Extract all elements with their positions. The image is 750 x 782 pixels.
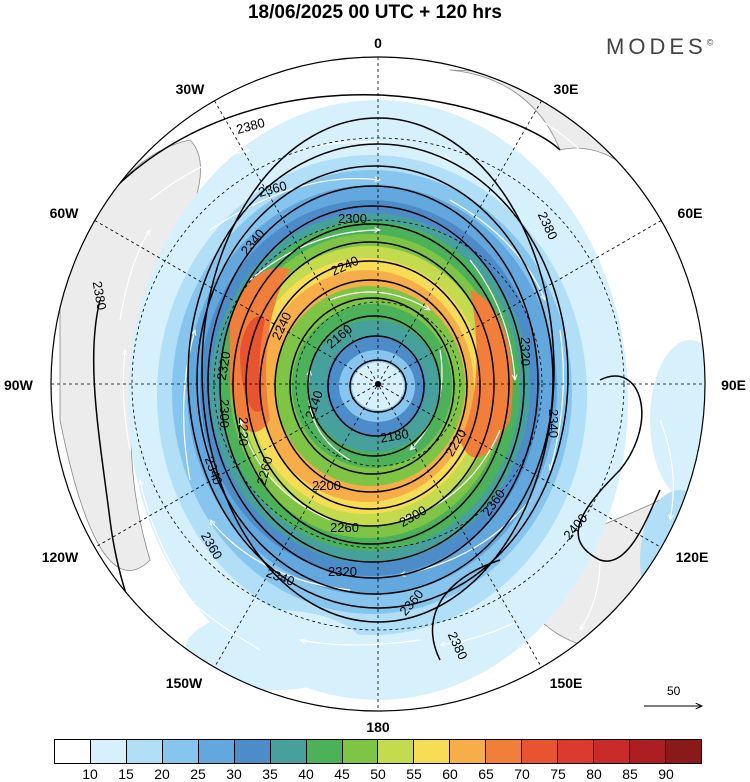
colorbar-label: 85 <box>622 766 638 782</box>
lon-label-30w: 30W <box>176 81 206 97</box>
colorbar-label: 10 <box>82 766 98 782</box>
reference-vector: 50 <box>640 684 710 714</box>
colorbar-label: 40 <box>298 766 314 782</box>
contour-label: 2380 <box>90 280 110 311</box>
colorbar-box <box>630 740 666 763</box>
colorbar-box <box>126 740 163 763</box>
colorbar-labels: 10 15 20 25 30 35 40 45 50 55 60 65 70 75 80 85 90 <box>54 766 702 782</box>
colorbar-label: 15 <box>118 766 134 782</box>
colorbar-label: 50 <box>370 766 386 782</box>
lon-label-90w: 90W <box>4 377 34 393</box>
colorbar-box <box>90 740 127 763</box>
reference-vector-label: 50 <box>667 684 681 698</box>
colorbar-box <box>342 740 379 763</box>
longitude-labels: 0 180 90W 90E 30W 30E 60W 60E 120W 120E … <box>4 35 746 735</box>
lon-label-0: 0 <box>374 35 382 51</box>
lon-label-60w: 60W <box>50 205 80 221</box>
contour-label: 2380 <box>235 115 267 137</box>
colorbar-label: 90 <box>658 766 674 782</box>
lon-label-120e: 120E <box>676 549 709 565</box>
contour-label: 2340 <box>546 409 561 438</box>
colorbar-label: 55 <box>406 766 422 782</box>
colorbar-label: 70 <box>514 766 530 782</box>
colorbar-label: 80 <box>586 766 602 782</box>
colorbar-label: 65 <box>478 766 494 782</box>
lon-label-60e: 60E <box>678 205 703 221</box>
colorbar-label: 25 <box>190 766 206 782</box>
colorbar <box>54 739 702 764</box>
colorbar-label: 75 <box>550 766 566 782</box>
map-disk <box>51 57 705 711</box>
contour-label: 2320 <box>518 337 533 366</box>
colorbar-box <box>378 740 415 763</box>
colorbar-label: 35 <box>262 766 278 782</box>
contour-label: 2320 <box>328 564 357 579</box>
lon-label-150w: 150W <box>166 675 203 691</box>
contour-label: 2200 <box>312 478 341 493</box>
colorbar-label: 45 <box>334 766 350 782</box>
colorbar-box <box>234 740 271 763</box>
brand-name: MODES <box>606 34 707 59</box>
lon-label-30e: 30E <box>554 81 579 97</box>
contour-label: 2260 <box>330 520 359 535</box>
pole-marker <box>375 381 381 387</box>
colorbar-box <box>55 740 91 763</box>
colorbar-box <box>558 740 595 763</box>
colorbar-label: 60 <box>442 766 458 782</box>
brand-logo: MODES© <box>606 34 713 60</box>
colorbar-box <box>522 740 559 763</box>
contour-label: 2260 <box>254 455 276 487</box>
colorbar-box <box>306 740 343 763</box>
lon-label-180: 180 <box>366 719 390 735</box>
colorbar-label: 30 <box>226 766 242 782</box>
contour-label: 2300 <box>217 399 232 428</box>
colorbar-box <box>486 740 523 763</box>
contour-label: 2320 <box>214 350 234 381</box>
copyright-mark: © <box>706 37 714 48</box>
lon-label-90e: 90E <box>721 377 746 393</box>
lon-label-120w: 120W <box>42 549 79 565</box>
colorbar-label: 20 <box>154 766 170 782</box>
colorbar-box <box>162 740 199 763</box>
contour-label: 2360 <box>257 178 289 200</box>
colorbar-box <box>665 740 701 763</box>
map-boundary <box>50 56 706 712</box>
colorbar-box <box>198 740 235 763</box>
colorbar-box <box>270 740 307 763</box>
colorbar-box <box>414 740 451 763</box>
colorbar-box <box>594 740 630 763</box>
contour-label: 2300 <box>338 211 367 226</box>
colorbar-box <box>450 740 487 763</box>
lon-label-150e: 150E <box>550 675 583 691</box>
contour-label: 2180 <box>379 426 410 446</box>
map-title: 18/06/2025 00 UTC + 120 hrs <box>247 2 503 23</box>
contour-label: 2220 <box>236 417 251 446</box>
reference-vector-arrow <box>644 684 710 714</box>
